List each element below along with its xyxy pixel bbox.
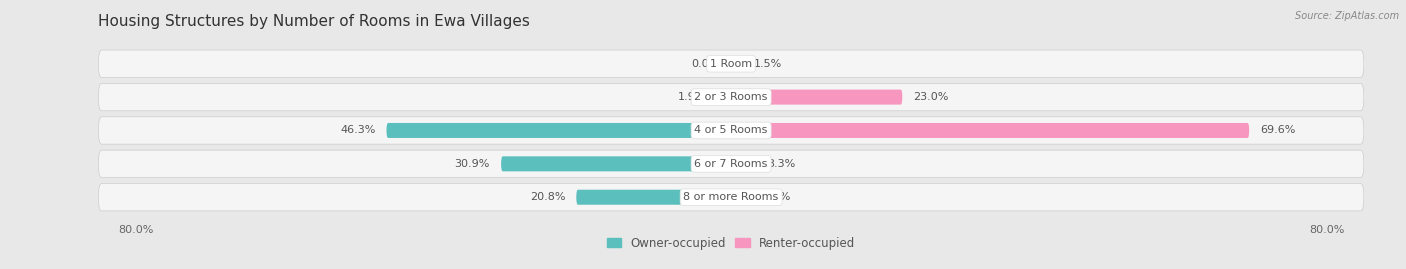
Text: 8 or more Rooms: 8 or more Rooms bbox=[683, 192, 779, 202]
FancyBboxPatch shape bbox=[731, 123, 1249, 138]
FancyBboxPatch shape bbox=[576, 190, 731, 205]
FancyBboxPatch shape bbox=[98, 150, 1364, 178]
FancyBboxPatch shape bbox=[731, 156, 755, 171]
Text: 23.0%: 23.0% bbox=[914, 92, 949, 102]
Text: 1 Room: 1 Room bbox=[710, 59, 752, 69]
FancyBboxPatch shape bbox=[731, 90, 903, 105]
Text: 69.6%: 69.6% bbox=[1260, 125, 1296, 136]
Text: 1.9%: 1.9% bbox=[678, 92, 706, 102]
Text: 0.0%: 0.0% bbox=[692, 59, 720, 69]
Legend: Owner-occupied, Renter-occupied: Owner-occupied, Renter-occupied bbox=[602, 232, 860, 254]
Text: 30.9%: 30.9% bbox=[454, 159, 489, 169]
Text: Housing Structures by Number of Rooms in Ewa Villages: Housing Structures by Number of Rooms in… bbox=[98, 15, 530, 30]
Text: 3.3%: 3.3% bbox=[766, 159, 796, 169]
FancyBboxPatch shape bbox=[717, 90, 731, 105]
FancyBboxPatch shape bbox=[501, 156, 731, 171]
Text: 4 or 5 Rooms: 4 or 5 Rooms bbox=[695, 125, 768, 136]
Text: 2 or 3 Rooms: 2 or 3 Rooms bbox=[695, 92, 768, 102]
FancyBboxPatch shape bbox=[731, 56, 742, 71]
Text: Source: ZipAtlas.com: Source: ZipAtlas.com bbox=[1295, 11, 1399, 21]
Text: 1.5%: 1.5% bbox=[754, 59, 782, 69]
FancyBboxPatch shape bbox=[98, 183, 1364, 211]
Text: 20.8%: 20.8% bbox=[530, 192, 565, 202]
Text: 6 or 7 Rooms: 6 or 7 Rooms bbox=[695, 159, 768, 169]
Text: 2.6%: 2.6% bbox=[762, 192, 790, 202]
FancyBboxPatch shape bbox=[731, 190, 751, 205]
Text: 46.3%: 46.3% bbox=[340, 125, 375, 136]
FancyBboxPatch shape bbox=[98, 83, 1364, 111]
FancyBboxPatch shape bbox=[98, 117, 1364, 144]
FancyBboxPatch shape bbox=[387, 123, 731, 138]
FancyBboxPatch shape bbox=[98, 50, 1364, 77]
